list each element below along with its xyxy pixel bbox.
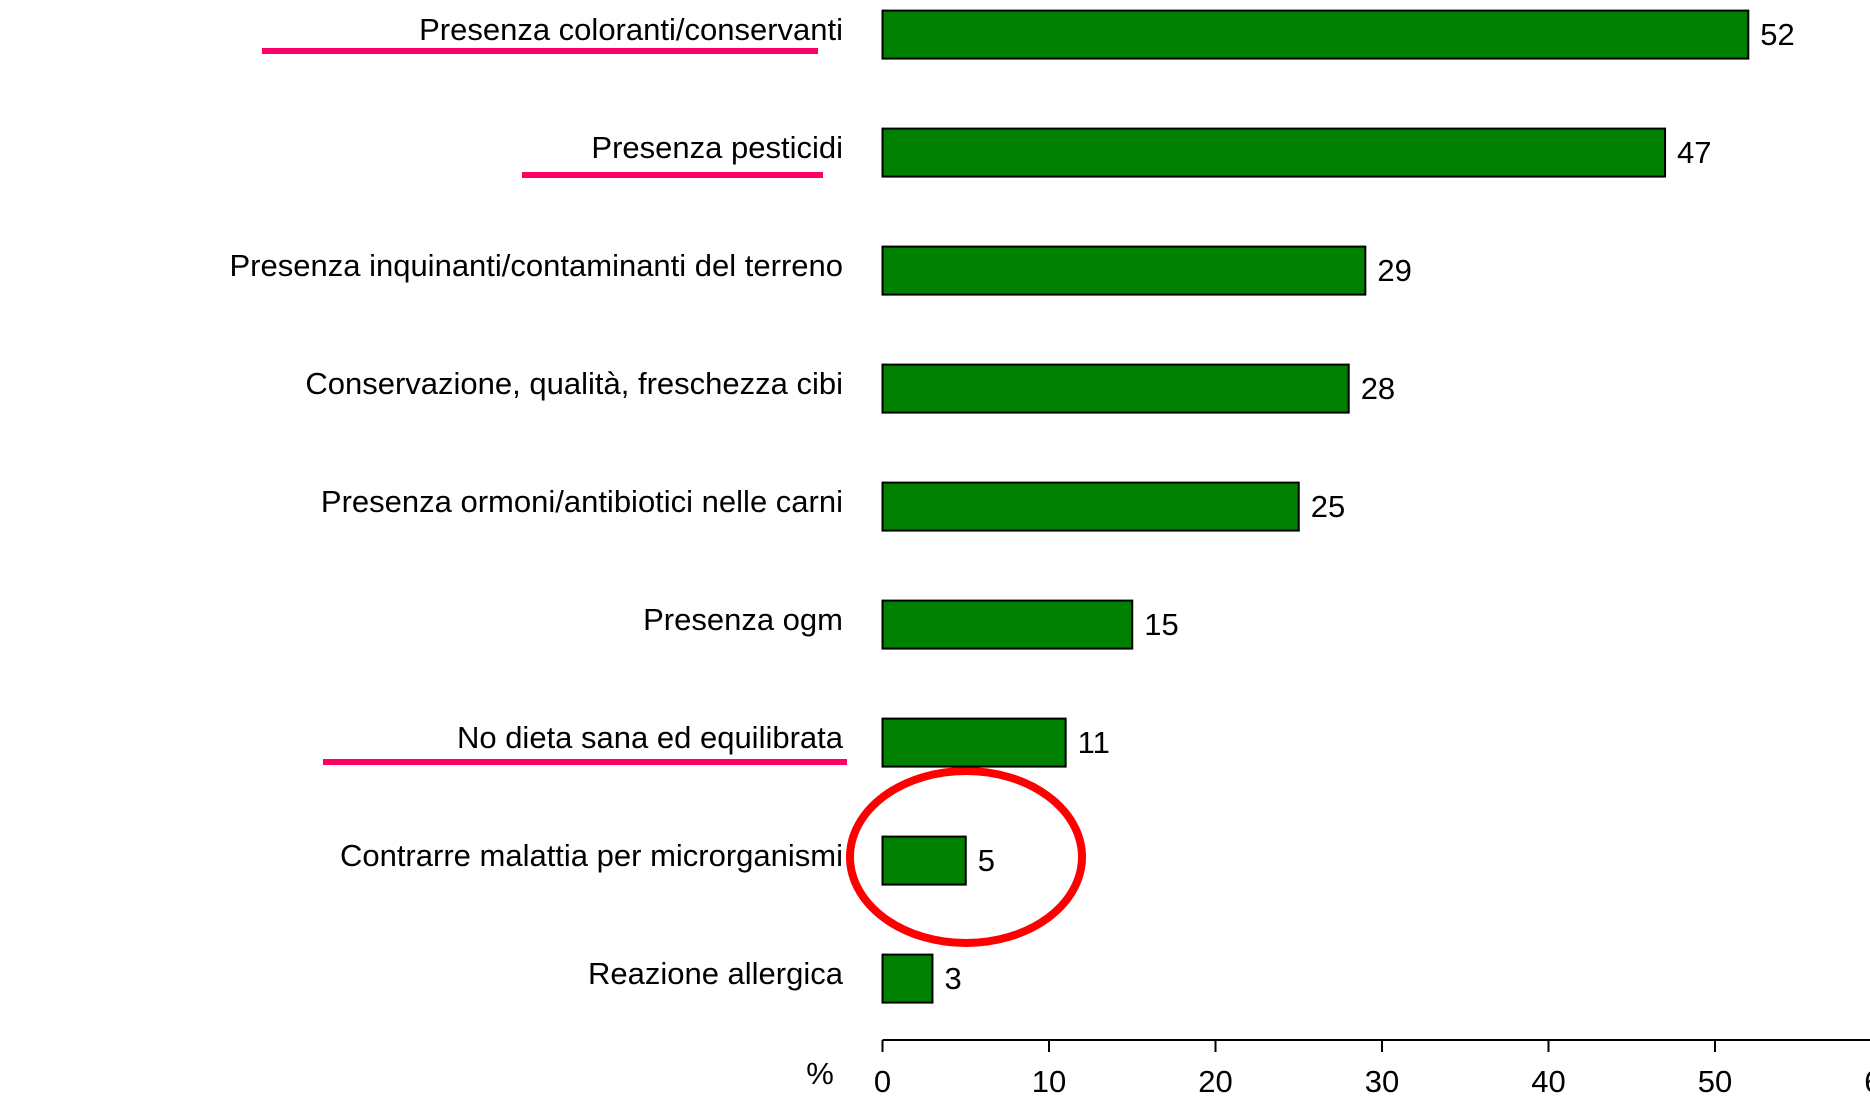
x-axis-label: % [806,1056,834,1091]
value-label: 5 [978,843,995,878]
bar [881,363,1350,414]
x-tick-label: 20 [1198,1064,1232,1098]
value-label: 3 [944,961,961,996]
x-tick-label: 0 [874,1064,891,1098]
bar [881,245,1367,296]
y-tick-label: Presenza ormoni/antibiotici nelle carni [321,484,843,519]
bar [881,835,967,886]
x-tick-label: 40 [1531,1064,1565,1098]
value-label: 52 [1760,17,1794,52]
y-tick-label: Presenza coloranti/conservanti [419,12,843,47]
value-label: 15 [1144,607,1178,642]
bar [881,9,1750,60]
x-tick-label: 60 [1864,1064,1870,1098]
highlight-circle [846,767,1086,947]
bar [881,717,1067,768]
y-tick-label: Conservazione, qualità, freschezza cibi [305,366,843,401]
y-tick-label: Presenza inquinanti/contaminanti del ter… [230,248,844,283]
bar [881,953,934,1004]
value-label: 28 [1361,371,1395,406]
value-label: 25 [1311,489,1345,524]
x-tick-label: 10 [1032,1064,1066,1098]
bar [881,127,1667,178]
bar [881,481,1300,532]
value-label: 47 [1677,135,1711,170]
y-tick-label: No dieta sana ed equilibrata [457,720,844,755]
x-tick-label: 50 [1698,1064,1732,1098]
y-tick-label: Reazione allergica [588,956,844,991]
bar [881,599,1134,650]
y-tick-label: Presenza ogm [643,602,843,637]
annotations [262,48,1086,947]
value-label: 11 [1078,725,1110,760]
y-tick-label: Contrarre malattia per microrganismi [340,838,843,873]
value-label: 29 [1377,253,1411,288]
y-tick-label: Presenza pesticidi [591,130,843,165]
x-tick-label: 30 [1365,1064,1399,1098]
